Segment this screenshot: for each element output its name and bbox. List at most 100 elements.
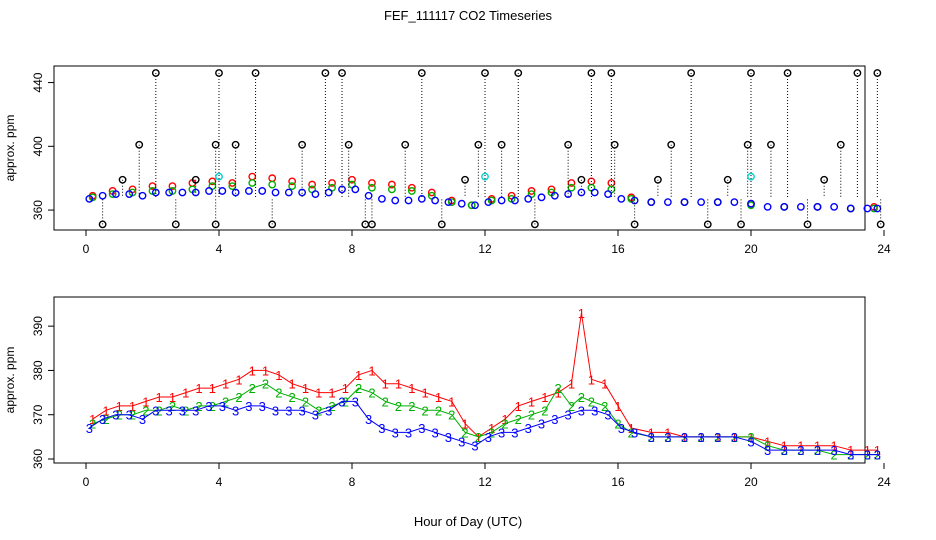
data-label: 3 [445, 430, 452, 445]
data-point [178, 188, 187, 197]
data-point [713, 198, 722, 206]
data-point [780, 202, 789, 211]
data-label: 1 [328, 386, 335, 401]
data-label: 1 [764, 434, 771, 449]
data-point [85, 195, 94, 203]
data-label: 1 [169, 390, 176, 405]
data-point [218, 187, 227, 195]
data-label: 3 [126, 408, 133, 423]
data-point [417, 195, 426, 203]
data-label: 3 [458, 434, 465, 449]
data-point [268, 174, 277, 183]
data-label: 3 [405, 425, 412, 440]
data-point [268, 180, 277, 189]
data-label: 2 [275, 386, 282, 401]
data-label: 1 [614, 399, 621, 414]
data-label: 2 [797, 443, 804, 458]
data-point [125, 190, 134, 199]
data-point [228, 182, 237, 191]
data-label: 3 [797, 443, 804, 458]
data-label: 2 [422, 403, 429, 418]
data-label: 3 [847, 448, 854, 463]
data-point [863, 204, 872, 213]
data-label: 2 [289, 390, 296, 405]
data-point [803, 220, 812, 229]
data-label: 2 [814, 443, 821, 458]
data-point [387, 185, 396, 194]
data-point [654, 175, 662, 184]
data-point [796, 202, 805, 211]
data-label: 1 [408, 381, 415, 396]
data-label: 3 [166, 403, 173, 418]
data-point [737, 220, 745, 229]
data-label: 2 [501, 417, 508, 432]
data-label: 1 [129, 399, 136, 414]
data-label: 3 [681, 430, 688, 445]
y-axis-label: approx. ppm [3, 115, 17, 182]
data-point [467, 201, 476, 210]
x-tick-label: 0 [83, 475, 90, 489]
data-point [474, 140, 483, 149]
data-label: 3 [714, 430, 721, 445]
data-label: 1 [142, 394, 149, 409]
data-label: 3 [299, 403, 306, 418]
data-label: 1 [195, 381, 202, 396]
data-label: 1 [797, 439, 804, 454]
data-label: 1 [289, 377, 296, 392]
data-point [351, 185, 360, 194]
data-label: 2 [578, 390, 585, 405]
data-point [387, 180, 396, 189]
data-label: 3 [731, 430, 738, 445]
data-label: 3 [631, 425, 638, 440]
data-label: 3 [112, 408, 119, 423]
data-label: 3 [591, 403, 598, 418]
data-label: 2 [461, 425, 468, 440]
data-label: 3 [648, 430, 655, 445]
data-point [215, 69, 223, 77]
data-label: 2 [628, 425, 635, 440]
data-point [288, 177, 297, 186]
data-point [298, 140, 307, 149]
data-label: 3 [152, 403, 159, 418]
data-label: 3 [352, 394, 359, 409]
data-label: 2 [169, 399, 176, 414]
x-tick-label: 4 [216, 242, 223, 256]
data-point [524, 195, 533, 203]
data-point [251, 69, 260, 77]
data-label: 2 [764, 439, 771, 454]
data-point [527, 187, 536, 195]
data-label: 3 [219, 399, 226, 414]
data-point [481, 172, 489, 181]
data-label: 3 [698, 430, 705, 445]
y-tick-label: 370 [31, 404, 45, 424]
data-label: 3 [365, 412, 372, 427]
data-label: 3 [874, 448, 881, 463]
data-point [830, 202, 839, 211]
data-point [112, 190, 120, 199]
data-label: 2 [222, 394, 229, 409]
x-axis-label: Hour of Day (UTC) [413, 514, 523, 529]
data-label: 3 [525, 421, 532, 436]
data-label: 3 [747, 434, 754, 449]
data-label: 2 [568, 399, 575, 414]
y-tick-label: 400 [31, 136, 45, 156]
data-point [630, 220, 639, 229]
data-label: 3 [511, 425, 518, 440]
data-point [763, 202, 772, 211]
data-label: 2 [129, 408, 136, 423]
data-point [165, 188, 174, 197]
y-tick-label: 440 [31, 72, 45, 92]
data-point [417, 69, 426, 77]
data-label: 2 [89, 417, 96, 432]
data-point [168, 182, 177, 191]
data-point [471, 201, 479, 210]
data-point [853, 69, 862, 77]
data-label: 2 [116, 408, 123, 423]
data-label: 1 [781, 439, 788, 454]
data-label: 3 [139, 412, 146, 427]
data-point [511, 196, 519, 205]
data-point [530, 220, 539, 229]
x-tick-label: 16 [611, 242, 625, 256]
data-point [723, 175, 732, 184]
data-point [587, 69, 596, 77]
